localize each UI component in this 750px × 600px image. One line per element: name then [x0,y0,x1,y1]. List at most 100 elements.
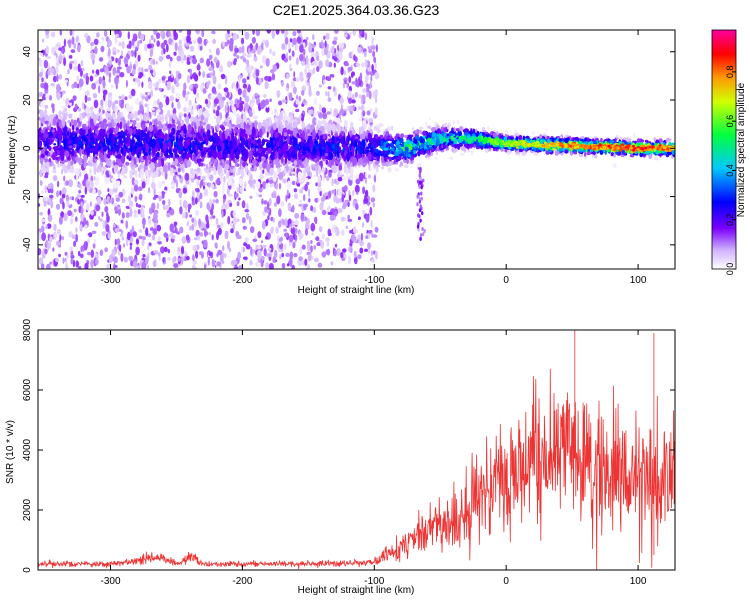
spectrogram-band-cell [291,126,294,131]
spectrogram-speckle [58,47,62,51]
spectrogram-speckle [132,33,138,42]
spectrogram-speckle [221,96,226,101]
spectrogram-speckle [210,183,215,189]
spectrogram-speckle [306,72,312,78]
spectrogram-speckle [328,169,334,173]
spectrogram-speckle [244,181,247,190]
spectrogram-speckle [160,49,164,56]
spectrogram-speckle [304,183,308,192]
spectrogram-speckle [129,63,133,70]
spectrogram-speckle [178,114,182,124]
spectrogram-band-cell [232,106,237,116]
spectrogram-speckle [338,164,343,171]
spectrogram-speckle [106,263,111,269]
spectrogram-speckle [246,53,252,58]
spectrogram-speckle [325,32,330,40]
spectrogram-speckle [327,211,333,216]
spectrogram-speckle [43,59,49,69]
spectrogram-speckle [210,208,214,216]
spectrogram-speckle [150,34,154,41]
spectrogram-speckle [85,72,89,77]
spectrogram-speckle [264,75,270,81]
spectrogram-speckle [312,67,316,75]
spectrogram-speckle [62,201,65,210]
spectrogram-band-cell [151,178,155,182]
spectrogram-speckle [244,237,249,244]
spectrogram-speckle [233,60,237,66]
spectrogram-speckle [221,210,224,218]
spectrogram-speckle [120,253,124,262]
spectrogram-speckle [337,173,340,178]
spectrogram-speckle [236,81,239,89]
spectrogram-speckle [112,224,116,228]
spectrogram-speckle [308,89,312,97]
spectrogram-speckle [111,197,115,205]
spectrogram-speckle [372,90,375,99]
spectrogram-speckle [139,39,143,44]
spectrogram-speckle [47,242,50,251]
spectrogram-speckle [127,50,131,55]
spectrogram-speckle [281,252,285,258]
spectrogram-speckle [259,174,264,180]
spectrogram-speckle [301,260,306,266]
spectrogram-speckle [232,216,237,226]
spectrogram-speckle [106,212,109,218]
spectrogram-band-cell [203,147,208,151]
spectrogram-speckle [241,217,246,224]
spectrogram-speckle [260,259,264,268]
spectrogram-speckle [337,207,343,214]
spectrogram-speckle [121,212,125,219]
spectrogram-band-cell [135,163,139,168]
spectrogram-band-cell [108,160,112,168]
spectrogram-speckle [421,227,424,231]
spectrogram-band-cell [139,168,145,178]
spectrogram-speckle [140,34,145,41]
spectrogram-speckle [121,40,125,49]
spectrogram-speckle [275,226,279,234]
spectrogram-band-cell [75,136,80,143]
spectrogram-speckle [272,64,277,71]
spectrogram-speckle [219,65,224,73]
spectrogram-speckle [318,104,322,112]
spectrogram-speckle [67,68,70,75]
spectrogram-speckle [246,76,250,80]
spectrogram-band-cell [57,163,60,168]
spectrogram-speckle [95,69,100,76]
spectrogram-speckle [215,198,219,204]
spectrogram-speckle [145,227,149,237]
spectrogram-speckle [121,198,126,204]
spectrogram-speckle [175,70,180,74]
spectrogram-speckle [345,225,348,229]
spectrogram-speckle [184,172,190,182]
spectrogram-speckle [79,224,83,231]
spectrogram-speckle [74,58,77,66]
spectrogram-speckle [234,47,239,54]
spectrogram-speckle [358,81,362,86]
spectrogram-speckle [278,171,284,181]
spectrogram-speckle [297,183,301,187]
spectrogram-speckle [354,91,358,98]
spectrogram-speckle [267,247,272,251]
spectrogram-speckle [73,208,77,213]
spectrogram-speckle [213,109,216,114]
spectrogram-speckle [260,256,265,261]
spectrogram-speckle [419,177,422,182]
spectrogram-speckle [350,99,356,104]
spectrogram-speckle [211,86,217,94]
spectrogram-band-cell [344,128,348,134]
spectrogram-speckle [348,97,353,104]
spectrogram-speckle [278,208,282,218]
spectrogram-speckle [364,32,368,41]
spectrogram-speckle [227,240,230,250]
spectrogram-speckle [310,51,314,58]
spectrogram-speckle [202,70,206,79]
spectrogram-speckle [419,204,422,209]
spectrogram-speckle [288,234,294,243]
spectrogram-band-cell [95,176,100,186]
spectrogram-band-cell [604,150,607,155]
spectrogram-speckle [362,186,366,195]
spectrogram-speckle [203,188,209,197]
spectrogram-speckle [321,209,327,216]
spectrogram-speckle [306,242,311,252]
spectrogram-speckle [113,202,117,208]
